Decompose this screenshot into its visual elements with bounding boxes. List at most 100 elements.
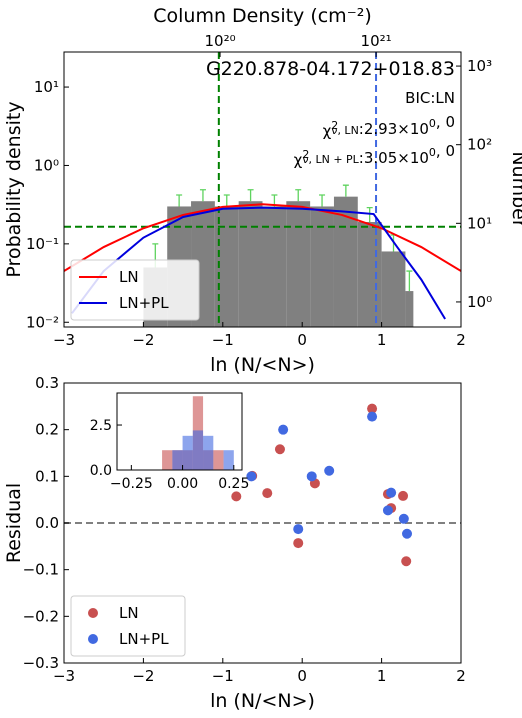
bar [192, 430, 204, 470]
bar [203, 435, 214, 470]
point [262, 488, 273, 499]
x-tick-label: −1 [212, 667, 234, 685]
point [293, 538, 304, 549]
x-tick-label: 0.00 [167, 476, 198, 492]
annotation: χ2ν, LN + PL:3.05×100, 0 [294, 142, 455, 169]
bar [172, 450, 183, 470]
x-tick-label: −1 [212, 331, 234, 349]
annotation-text: χ [323, 122, 332, 140]
x-tick-label: 1 [377, 667, 387, 685]
annotation-sup: 2 [331, 119, 338, 132]
x2-tick-label: 10²¹ [361, 32, 392, 50]
legend-swatch [88, 608, 98, 618]
x-tick-label: 0.25 [218, 476, 249, 492]
y-axis-label: Probability density [3, 101, 25, 277]
point [278, 424, 289, 435]
point [246, 471, 257, 482]
y-tick-label: 10¹ [34, 78, 59, 96]
annotation-text: :3.05×10 [359, 149, 429, 167]
bar [357, 222, 382, 327]
bar [238, 201, 263, 327]
y-tick-label: 0.0 [90, 463, 112, 479]
axes-frame [63, 51, 462, 328]
annotation-sub: ν, LN + PL [302, 153, 359, 166]
bar [214, 206, 239, 327]
y-tick-label: 2.5 [90, 418, 112, 434]
point [231, 491, 242, 502]
point [367, 403, 378, 414]
point [274, 444, 285, 455]
legend-label: LN+PL [119, 294, 169, 312]
bar [286, 201, 311, 327]
legend-label: LN [119, 268, 139, 286]
bar [223, 450, 234, 470]
annotation-text: , 0 [436, 142, 455, 160]
annotation-sup: 0 [429, 146, 436, 159]
error-bar [295, 189, 302, 202]
error-bar [247, 189, 254, 202]
bar [333, 196, 358, 327]
error-bar [223, 194, 230, 207]
annotation-sup: 2 [302, 148, 309, 161]
legend-box [70, 259, 200, 321]
legend-swatch [88, 634, 98, 644]
x-tick-label: 0 [297, 667, 307, 685]
point [386, 487, 397, 498]
error-bar [319, 194, 326, 207]
error-bar [176, 194, 183, 207]
y2-axis-label: Number [508, 151, 522, 228]
x-tick-label: 1 [377, 331, 387, 349]
bar [182, 435, 193, 470]
point [293, 524, 304, 535]
point [398, 513, 409, 524]
bar [162, 450, 173, 470]
point [367, 411, 378, 422]
bar [262, 206, 287, 327]
point [306, 471, 317, 482]
y-axis-label: Residual [3, 483, 25, 563]
annotation-text: G220.878-04.172+018.83 [206, 58, 455, 80]
annotation-sup: 0 [429, 117, 436, 130]
x-tick-label: −2 [132, 667, 154, 685]
plot-content [162, 396, 234, 470]
bar [405, 291, 414, 327]
y-tick-label: 0.0 [35, 514, 59, 532]
annotation-text: χ [294, 151, 303, 169]
legend-label: LN+PL [119, 630, 169, 648]
bar [213, 450, 224, 470]
plot-content [64, 403, 461, 567]
point [398, 490, 409, 501]
y-tick-label: 0.2 [35, 421, 59, 439]
y2-tick-label: 10³ [467, 57, 492, 75]
y-tick-label: −0.2 [23, 607, 59, 625]
annotation-text: BIC:LN [405, 89, 455, 107]
x-axis-label: ln (N/<N>) [210, 354, 315, 376]
annotation-text: :2.93×10 [359, 120, 429, 138]
y-tick-label: 10⁻¹ [26, 235, 59, 253]
x2-tick-label: 10²⁰ [204, 32, 235, 50]
point [382, 505, 393, 516]
error-bar [406, 270, 413, 292]
y-tick-label: 0.3 [35, 374, 59, 392]
curve [71, 206, 446, 320]
x-tick-label: 2 [456, 331, 466, 349]
x-tick-label: −2 [132, 331, 154, 349]
bar [381, 251, 406, 327]
y-tick-label: 10⁻² [26, 313, 59, 331]
x-tick-label: −3 [53, 331, 75, 349]
y-tick-label: 10⁰ [34, 156, 59, 174]
point [401, 556, 412, 567]
annotation: G220.878-04.172+018.83 [206, 58, 455, 80]
x-tick-label: 0 [297, 331, 307, 349]
plot-content [64, 52, 461, 327]
legend-box [70, 595, 186, 657]
axes-frame [116, 392, 243, 471]
x-tick-label: 2 [456, 667, 466, 685]
annotation: BIC:LN [405, 89, 455, 107]
y2-tick-label: 10⁰ [467, 293, 492, 311]
annotation-sub: ν, LN [331, 124, 359, 137]
y-tick-label: 0.1 [35, 467, 59, 485]
curve [64, 203, 461, 272]
y2-tick-label: 10¹ [467, 214, 492, 232]
legend-label: LN [119, 604, 139, 622]
